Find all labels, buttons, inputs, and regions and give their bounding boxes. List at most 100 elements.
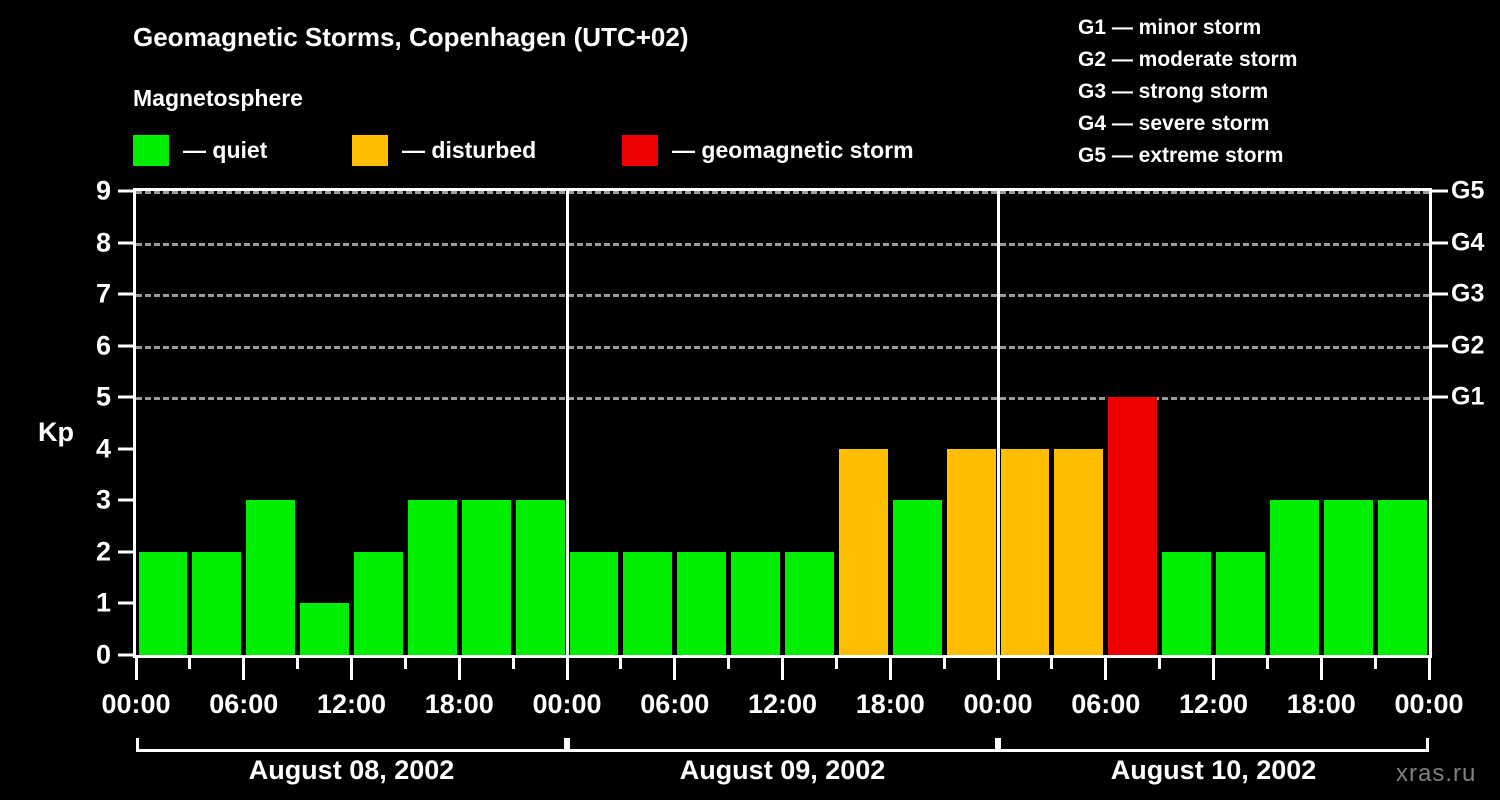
y-tick-label-7: 7 bbox=[95, 278, 111, 309]
y-tick-mark-4 bbox=[118, 447, 134, 451]
legend-entry-disturbed: — disturbed bbox=[352, 133, 536, 167]
bar[interactable] bbox=[785, 551, 834, 655]
x-tick-minor bbox=[1373, 658, 1377, 669]
bar[interactable] bbox=[192, 551, 242, 655]
x-tick-minor bbox=[188, 658, 192, 669]
day-label-2: August 09, 2002 bbox=[679, 755, 886, 785]
x-tick-major bbox=[1319, 658, 1323, 680]
bar[interactable] bbox=[1000, 448, 1050, 655]
x-tick-major bbox=[781, 658, 784, 680]
day-bracket-2 bbox=[567, 738, 998, 752]
y-tick-label-0: 0 bbox=[95, 639, 111, 670]
gridline-kp-7 bbox=[136, 294, 1429, 298]
x-tick-label: 12:00 bbox=[316, 689, 387, 719]
y-tick-label-2: 2 bbox=[95, 536, 111, 567]
x-tick-label: 12:00 bbox=[747, 689, 818, 719]
g-tick-label-G1: G1 bbox=[1451, 382, 1485, 411]
y-axis-title: Kp bbox=[38, 417, 74, 447]
bar[interactable] bbox=[246, 500, 296, 655]
x-tick-minor bbox=[296, 658, 300, 669]
bar[interactable] bbox=[354, 551, 403, 655]
bar[interactable] bbox=[1216, 551, 1265, 655]
x-tick-minor bbox=[619, 658, 623, 669]
gridline-kp-6 bbox=[136, 345, 1429, 349]
x-tick-label: 18:00 bbox=[1286, 689, 1356, 719]
g-legend-row-g5: G5 — extreme storm bbox=[1078, 144, 1284, 167]
bar[interactable] bbox=[623, 551, 673, 655]
bar[interactable] bbox=[1162, 551, 1211, 655]
legend-entry-geomagnetic-storm: — geomagnetic storm bbox=[622, 133, 914, 167]
y-tick-mark-9 bbox=[118, 189, 134, 193]
bar[interactable] bbox=[138, 551, 188, 655]
y-tick-label-1: 1 bbox=[95, 587, 111, 618]
bar[interactable] bbox=[407, 500, 457, 655]
x-tick-major bbox=[996, 658, 1000, 680]
legend-entry-quiet: — quiet bbox=[133, 133, 267, 167]
bar[interactable] bbox=[515, 500, 565, 655]
g-scale-legend: G1 — minor storm G2 — moderate storm G3 — … bbox=[1078, 12, 1498, 172]
x-tick-label: 18:00 bbox=[424, 689, 494, 719]
bar[interactable] bbox=[1108, 397, 1158, 655]
day-label-1: August 08, 2002 bbox=[248, 755, 455, 785]
x-tick-label: 12:00 bbox=[1178, 689, 1249, 719]
g-legend-row-g4: G4 — severe storm bbox=[1078, 112, 1270, 135]
bar[interactable] bbox=[677, 551, 727, 655]
x-tick-major bbox=[1427, 658, 1431, 680]
g-tick-mark-G3 bbox=[1432, 292, 1448, 296]
bar[interactable] bbox=[1054, 448, 1104, 655]
x-tick-major bbox=[457, 658, 461, 680]
bar[interactable] bbox=[838, 448, 888, 655]
y-tick-mark-1 bbox=[118, 601, 134, 605]
x-tick-label: 00:00 bbox=[101, 689, 171, 719]
x-tick-major bbox=[1104, 658, 1108, 680]
bar[interactable] bbox=[1269, 500, 1319, 655]
x-tick-minor bbox=[403, 658, 407, 669]
x-tick-label: 00:00 bbox=[1394, 689, 1464, 719]
bar[interactable] bbox=[569, 551, 619, 655]
bar[interactable] bbox=[461, 500, 511, 655]
gridline-kp-8 bbox=[136, 242, 1429, 246]
y-tick-mark-2 bbox=[118, 550, 134, 554]
legend-label-quiet: — quiet bbox=[183, 136, 268, 163]
day-bracket-1 bbox=[136, 738, 567, 752]
y-tick-mark-8 bbox=[118, 241, 134, 245]
y-tick-label-9: 9 bbox=[95, 175, 111, 206]
y-tick-label-4: 4 bbox=[95, 433, 111, 464]
y-tick-label-6: 6 bbox=[95, 330, 111, 361]
x-tick-major bbox=[242, 658, 246, 680]
day-separator-2 bbox=[996, 191, 1000, 655]
x-tick-major bbox=[1212, 658, 1215, 680]
x-tick-label: 00:00 bbox=[532, 689, 602, 719]
gridline-kp-9 bbox=[136, 191, 1429, 194]
bar[interactable] bbox=[1323, 500, 1373, 655]
x-tick-minor bbox=[834, 658, 838, 669]
day-separator-1 bbox=[565, 191, 569, 655]
bar[interactable] bbox=[892, 500, 942, 655]
y-tick-label-3: 3 bbox=[95, 484, 111, 515]
bar[interactable] bbox=[946, 448, 996, 655]
y-tick-mark-0 bbox=[118, 653, 134, 657]
x-tick-minor bbox=[1050, 658, 1054, 669]
legend-swatch-quiet bbox=[133, 134, 169, 166]
watermark: xras.ru bbox=[1396, 760, 1477, 787]
g-tick-mark-G2 bbox=[1432, 344, 1448, 348]
page-title: Geomagnetic Storms, Copenhagen (UTC+02) bbox=[133, 22, 689, 52]
bar[interactable] bbox=[1377, 500, 1427, 655]
g-tick-mark-G1 bbox=[1432, 395, 1448, 399]
x-tick-minor bbox=[727, 658, 731, 669]
gridline-kp-5 bbox=[136, 397, 1429, 401]
bar[interactable] bbox=[731, 551, 780, 655]
g-legend-row-g1: G1 — minor storm bbox=[1078, 16, 1262, 39]
bar[interactable] bbox=[300, 603, 349, 655]
g-tick-label-G3: G3 bbox=[1451, 279, 1485, 308]
legend-label-geomagnetic-storm: — geomagnetic storm bbox=[672, 136, 914, 163]
plot-inner bbox=[136, 191, 1429, 655]
y-tick-mark-6 bbox=[118, 344, 134, 348]
x-tick-major bbox=[350, 658, 353, 680]
x-tick-minor bbox=[1265, 658, 1269, 669]
x-tick-label: 06:00 bbox=[209, 689, 279, 719]
legend-label-disturbed: — disturbed bbox=[402, 136, 537, 163]
x-tick-major bbox=[134, 658, 138, 680]
legend-swatch-geomagnetic-storm bbox=[622, 134, 658, 166]
